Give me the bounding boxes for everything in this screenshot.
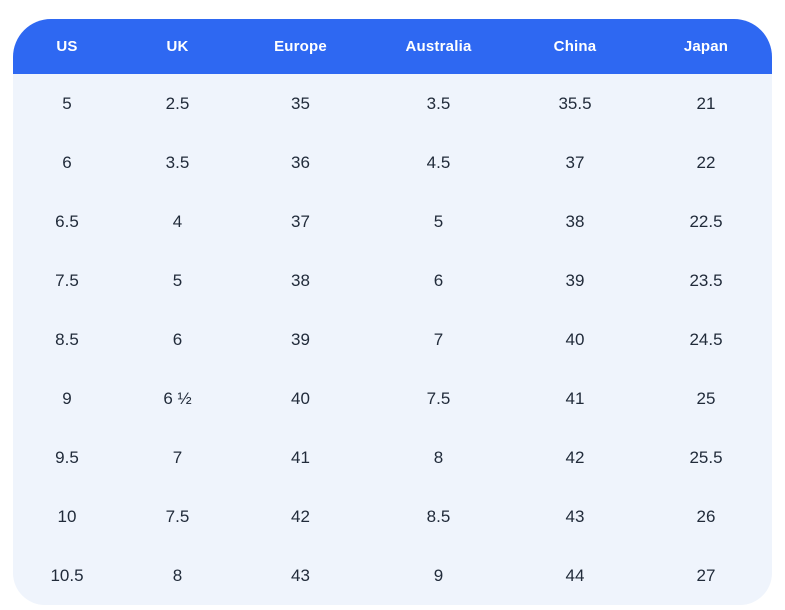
table-row: 9.5 7 41 8 42 25.5 <box>13 428 772 487</box>
cell-europe: 42 <box>234 487 367 546</box>
cell-china: 41 <box>510 369 640 428</box>
cell-europe: 39 <box>234 310 367 369</box>
cell-uk: 5 <box>121 251 234 310</box>
column-header-australia: Australia <box>367 19 510 74</box>
table-row: 6.5 4 37 5 38 22.5 <box>13 192 772 251</box>
cell-japan: 25.5 <box>640 428 772 487</box>
cell-us: 10.5 <box>13 546 121 605</box>
cell-europe: 43 <box>234 546 367 605</box>
cell-europe: 41 <box>234 428 367 487</box>
column-header-china: China <box>510 19 640 74</box>
cell-us: 9 <box>13 369 121 428</box>
cell-europe: 35 <box>234 74 367 133</box>
cell-japan: 23.5 <box>640 251 772 310</box>
cell-china: 37 <box>510 133 640 192</box>
table-header: US UK Europe Australia China Japan <box>13 19 772 74</box>
column-header-japan: Japan <box>640 19 772 74</box>
cell-china: 39 <box>510 251 640 310</box>
cell-us: 6.5 <box>13 192 121 251</box>
cell-us: 10 <box>13 487 121 546</box>
cell-australia: 6 <box>367 251 510 310</box>
cell-japan: 22.5 <box>640 192 772 251</box>
cell-us: 9.5 <box>13 428 121 487</box>
cell-china: 40 <box>510 310 640 369</box>
cell-australia: 7.5 <box>367 369 510 428</box>
cell-europe: 40 <box>234 369 367 428</box>
table-row: 6 3.5 36 4.5 37 22 <box>13 133 772 192</box>
cell-japan: 22 <box>640 133 772 192</box>
cell-china: 38 <box>510 192 640 251</box>
cell-uk: 6 ½ <box>121 369 234 428</box>
cell-us: 6 <box>13 133 121 192</box>
table-body: 5 2.5 35 3.5 35.5 21 6 3.5 36 4.5 37 22 … <box>13 74 772 605</box>
cell-australia: 5 <box>367 192 510 251</box>
table-row: 5 2.5 35 3.5 35.5 21 <box>13 74 772 133</box>
cell-japan: 27 <box>640 546 772 605</box>
table-row: 7.5 5 38 6 39 23.5 <box>13 251 772 310</box>
cell-uk: 6 <box>121 310 234 369</box>
cell-uk: 8 <box>121 546 234 605</box>
shoe-size-conversion-card: US UK Europe Australia China Japan 5 2.5… <box>13 19 772 605</box>
cell-japan: 26 <box>640 487 772 546</box>
cell-australia: 8.5 <box>367 487 510 546</box>
cell-china: 44 <box>510 546 640 605</box>
cell-japan: 24.5 <box>640 310 772 369</box>
cell-japan: 25 <box>640 369 772 428</box>
table-row: 10.5 8 43 9 44 27 <box>13 546 772 605</box>
column-header-uk: UK <box>121 19 234 74</box>
cell-china: 43 <box>510 487 640 546</box>
cell-europe: 37 <box>234 192 367 251</box>
cell-us: 7.5 <box>13 251 121 310</box>
cell-europe: 36 <box>234 133 367 192</box>
cell-europe: 38 <box>234 251 367 310</box>
cell-us: 8.5 <box>13 310 121 369</box>
size-conversion-table: US UK Europe Australia China Japan 5 2.5… <box>13 19 772 605</box>
table-row: 8.5 6 39 7 40 24.5 <box>13 310 772 369</box>
column-header-us: US <box>13 19 121 74</box>
cell-us: 5 <box>13 74 121 133</box>
cell-china: 42 <box>510 428 640 487</box>
cell-japan: 21 <box>640 74 772 133</box>
cell-uk: 7 <box>121 428 234 487</box>
column-header-europe: Europe <box>234 19 367 74</box>
cell-china: 35.5 <box>510 74 640 133</box>
cell-australia: 8 <box>367 428 510 487</box>
header-row: US UK Europe Australia China Japan <box>13 19 772 74</box>
cell-uk: 3.5 <box>121 133 234 192</box>
cell-australia: 9 <box>367 546 510 605</box>
table-row: 9 6 ½ 40 7.5 41 25 <box>13 369 772 428</box>
table-row: 10 7.5 42 8.5 43 26 <box>13 487 772 546</box>
cell-australia: 3.5 <box>367 74 510 133</box>
cell-australia: 4.5 <box>367 133 510 192</box>
cell-uk: 2.5 <box>121 74 234 133</box>
cell-uk: 4 <box>121 192 234 251</box>
cell-uk: 7.5 <box>121 487 234 546</box>
cell-australia: 7 <box>367 310 510 369</box>
